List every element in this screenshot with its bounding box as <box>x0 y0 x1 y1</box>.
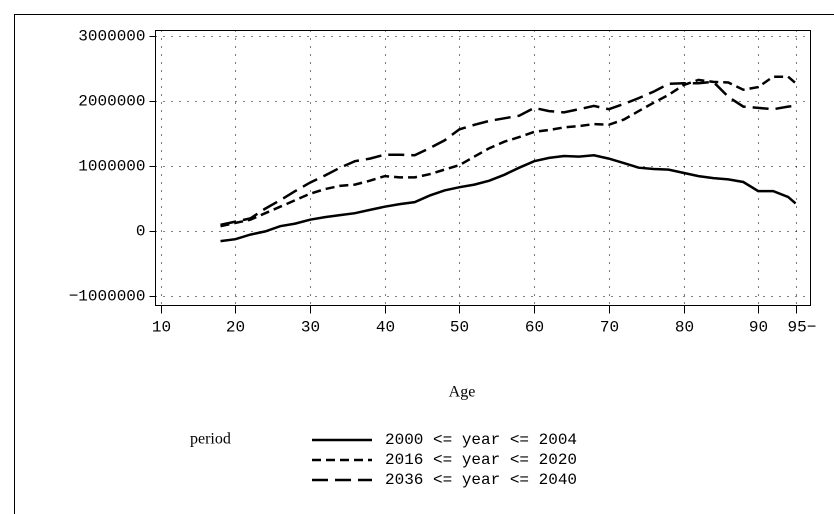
y-tick-label: −1000000 <box>69 288 146 306</box>
y-tick-label: 3000000 <box>78 28 145 46</box>
y-tick-label: 2000000 <box>78 93 145 111</box>
x-tick-label: 60 <box>525 319 544 337</box>
x-tick-label: 70 <box>600 319 619 337</box>
x-tick-label: 40 <box>376 319 395 337</box>
series-line <box>220 80 796 227</box>
legend-label: 2000 <= year <= 2004 <box>385 431 577 449</box>
legend-label: 2016 <= year <= 2020 <box>385 451 577 469</box>
frame <box>14 14 834 514</box>
series-line <box>220 154 797 243</box>
legend-title: period <box>190 431 231 448</box>
plot-box <box>155 30 811 306</box>
x-tick-label: 80 <box>675 319 694 337</box>
x-tick-label: 10 <box>152 319 171 337</box>
x-tick-label: 20 <box>226 319 245 337</box>
x-tick-label: 90 <box>749 319 768 337</box>
x-axis-label: Age <box>449 384 476 401</box>
x-tick-label: 30 <box>301 319 320 337</box>
y-tick-label: 0 <box>136 223 146 241</box>
y-tick-label: 1000000 <box>78 158 145 176</box>
series-line <box>220 75 797 228</box>
x-tick-label: 50 <box>450 319 469 337</box>
x-tick-label: 95− <box>788 319 817 337</box>
legend-label: 2036 <= year <= 2040 <box>385 471 577 489</box>
